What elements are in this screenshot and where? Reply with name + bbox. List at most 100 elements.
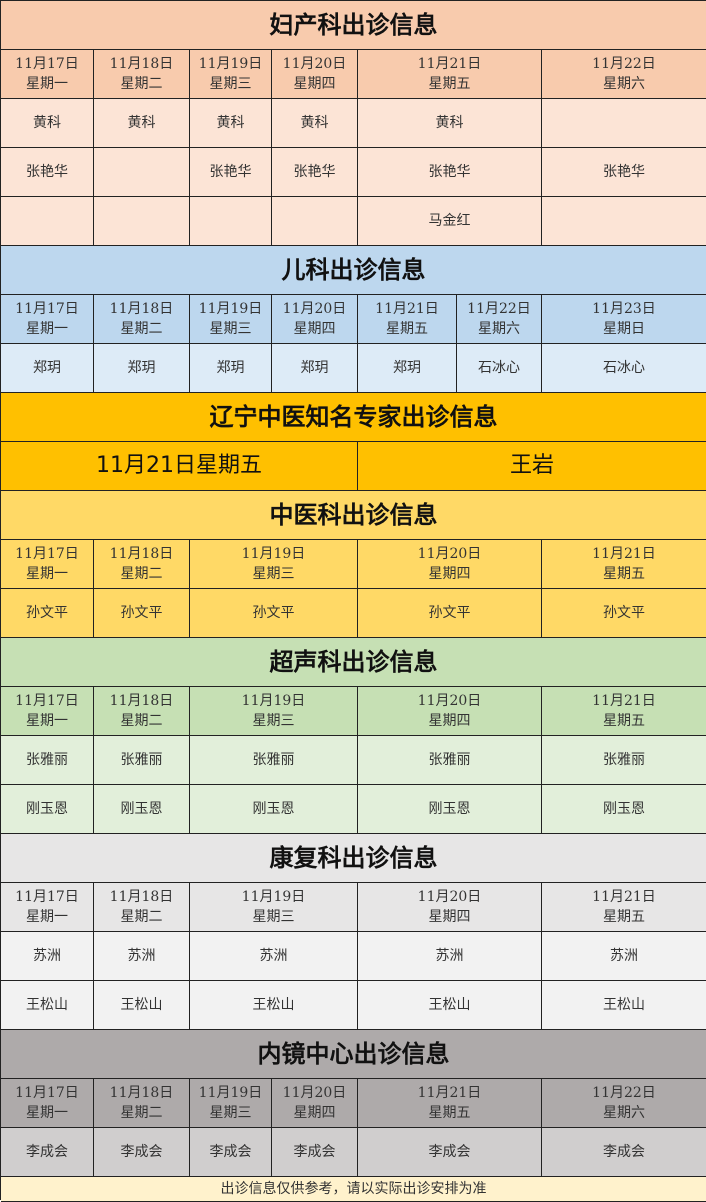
doctor-name: 王松山 bbox=[428, 997, 471, 1013]
doctor-cell: 郑玥 bbox=[358, 344, 457, 393]
doctor-name: 郑玥 bbox=[33, 360, 61, 376]
section-title-text: 超声科出诊信息 bbox=[269, 648, 438, 676]
doctor-cell: 马金红 bbox=[358, 197, 542, 246]
doctor-cell bbox=[542, 99, 706, 148]
doctor-cell: 黄科 bbox=[272, 99, 358, 148]
date-header: 11月20日 星期四 bbox=[272, 1079, 358, 1128]
doctor-cell: 苏洲 bbox=[542, 932, 706, 981]
date-header: 11月22日 星期六 bbox=[457, 295, 542, 344]
date-header: 11月17日 星期一 bbox=[1, 1079, 94, 1128]
header-weekday: 星期一 bbox=[26, 566, 68, 582]
header-date: 11月20日 bbox=[417, 693, 482, 709]
doctor-cell bbox=[272, 197, 358, 246]
expert-day: 11月21日星期五 bbox=[1, 442, 358, 491]
header-weekday: 星期一 bbox=[26, 909, 68, 925]
header-weekday: 星期五 bbox=[428, 1105, 471, 1121]
header-date: 11月17日 bbox=[15, 889, 79, 905]
header-date: 11月17日 bbox=[15, 1085, 79, 1101]
doctor-name: 郑玥 bbox=[300, 360, 329, 376]
doctor-name: 刚玉恩 bbox=[428, 801, 471, 817]
doctor-cell: 苏洲 bbox=[358, 932, 542, 981]
doctor-name: 黄科 bbox=[127, 115, 156, 131]
header-weekday: 星期一 bbox=[26, 1105, 68, 1121]
header-date: 11月19日 bbox=[241, 693, 306, 709]
doctor-cell: 孙文平 bbox=[1, 589, 94, 638]
doctor-cell: 李成会 bbox=[358, 1128, 542, 1177]
header-date: 11月17日 bbox=[15, 301, 79, 317]
date-header: 11月19日 星期三 bbox=[190, 687, 358, 736]
doctor-cell: 张艳华 bbox=[358, 148, 542, 197]
header-weekday: 星期四 bbox=[293, 76, 336, 92]
doctor-name: 张雅丽 bbox=[26, 752, 68, 768]
date-header: 11月20日 星期四 bbox=[272, 295, 358, 344]
doctor-cell: 李成会 bbox=[190, 1128, 272, 1177]
doctor-name: 苏洲 bbox=[33, 948, 61, 964]
header-weekday: 星期五 bbox=[603, 566, 645, 582]
header-weekday: 星期六 bbox=[478, 321, 520, 337]
doctor-cell: 张艳华 bbox=[1, 148, 94, 197]
header-weekday: 星期五 bbox=[603, 909, 645, 925]
doctor-name: 张艳华 bbox=[293, 164, 336, 180]
date-header: 11月18日 星期二 bbox=[94, 687, 190, 736]
date-header: 11月19日 星期三 bbox=[190, 50, 272, 99]
section-title: 妇产科出诊信息 bbox=[1, 1, 706, 50]
doctor-name: 李成会 bbox=[293, 1144, 336, 1160]
header-weekday: 星期日 bbox=[603, 321, 645, 337]
header-weekday: 星期二 bbox=[120, 76, 163, 92]
date-header: 11月18日 星期二 bbox=[94, 1079, 190, 1128]
doctor-cell: 黄科 bbox=[358, 99, 542, 148]
header-date: 11月21日 bbox=[417, 56, 482, 72]
header-date: 11月18日 bbox=[109, 56, 174, 72]
section-title: 内镜中心出诊信息 bbox=[1, 1030, 706, 1079]
doctor-cell bbox=[1, 197, 94, 246]
header-weekday: 星期五 bbox=[386, 321, 428, 337]
header-date: 11月21日 bbox=[592, 889, 656, 905]
section-title: 辽宁中医知名专家出诊信息 bbox=[1, 393, 706, 442]
date-header: 11月19日 星期三 bbox=[190, 295, 272, 344]
section-title-text: 儿科出诊信息 bbox=[281, 256, 426, 284]
doctor-cell: 刚玉恩 bbox=[1, 785, 94, 834]
doctor-cell: 李成会 bbox=[1, 1128, 94, 1177]
date-header: 11月20日 星期四 bbox=[358, 540, 542, 589]
doctor-cell: 王松山 bbox=[1, 981, 94, 1030]
header-weekday: 星期三 bbox=[252, 713, 295, 729]
doctor-cell: 孙文平 bbox=[358, 589, 542, 638]
header-date: 11月17日 bbox=[15, 56, 79, 72]
doctor-name: 黄科 bbox=[300, 115, 329, 131]
date-header: 11月17日 星期一 bbox=[1, 687, 94, 736]
header-weekday: 星期四 bbox=[428, 713, 471, 729]
date-header: 11月21日 星期五 bbox=[542, 540, 706, 589]
doctor-cell: 孙文平 bbox=[542, 589, 706, 638]
doctor-cell bbox=[190, 197, 272, 246]
header-weekday: 星期六 bbox=[603, 1105, 645, 1121]
date-header: 11月21日 星期五 bbox=[358, 50, 542, 99]
date-header: 11月20日 星期四 bbox=[272, 50, 358, 99]
doctor-name: 孙文平 bbox=[252, 605, 295, 621]
date-header: 11月20日 星期四 bbox=[358, 687, 542, 736]
footer-text: 出诊信息仅供参考，请以实际出诊安排为准 bbox=[220, 1181, 487, 1197]
header-weekday: 星期五 bbox=[428, 76, 471, 92]
section-title-text: 康复科出诊信息 bbox=[269, 844, 438, 872]
header-date: 11月23日 bbox=[592, 301, 656, 317]
doctor-cell: 刚玉恩 bbox=[190, 785, 358, 834]
header-date: 11月22日 bbox=[467, 301, 531, 317]
header-weekday: 星期四 bbox=[293, 321, 336, 337]
doctor-cell: 李成会 bbox=[542, 1128, 706, 1177]
doctor-cell: 王松山 bbox=[542, 981, 706, 1030]
date-header: 11月22日 星期六 bbox=[542, 50, 706, 99]
doctor-name: 孙文平 bbox=[603, 605, 645, 621]
doctor-name: 苏洲 bbox=[127, 948, 156, 964]
date-header: 11月19日 星期三 bbox=[190, 540, 358, 589]
header-weekday: 星期二 bbox=[120, 1105, 163, 1121]
header-date: 11月19日 bbox=[241, 889, 306, 905]
doctor-name: 郑玥 bbox=[127, 360, 156, 376]
doctor-cell: 张雅丽 bbox=[190, 736, 358, 785]
doctor-cell: 刚玉恩 bbox=[358, 785, 542, 834]
header-date: 11月20日 bbox=[417, 889, 482, 905]
date-header: 11月19日 星期三 bbox=[190, 1079, 272, 1128]
header-date: 11月20日 bbox=[282, 301, 347, 317]
header-weekday: 星期三 bbox=[209, 76, 252, 92]
date-header: 11月20日 星期四 bbox=[358, 883, 542, 932]
doctor-name: 张艳华 bbox=[428, 164, 471, 180]
date-header: 11月19日 星期三 bbox=[190, 883, 358, 932]
